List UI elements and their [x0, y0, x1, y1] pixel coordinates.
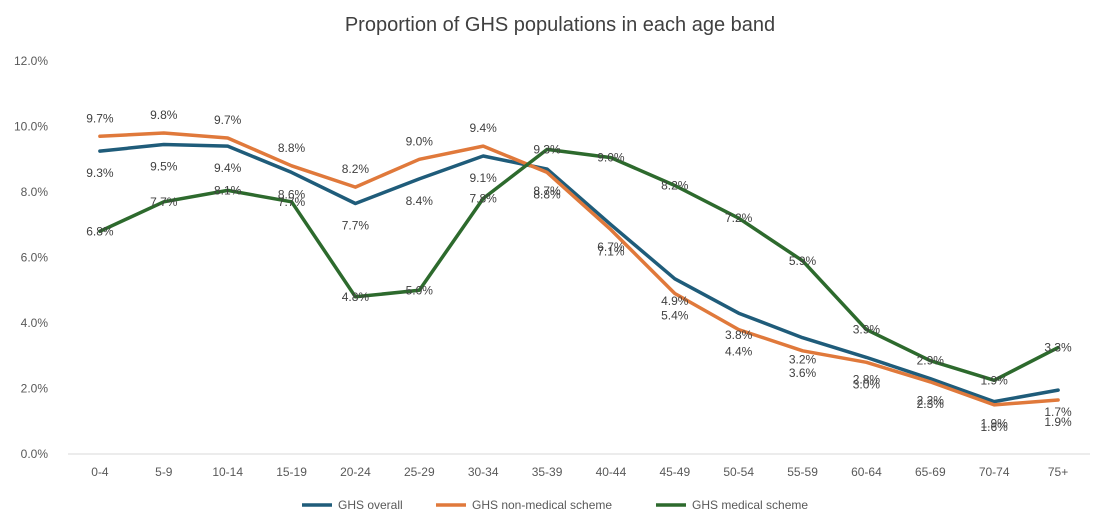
x-tick-label: 70-74 [979, 465, 1010, 479]
series-line-3 [98, 147, 1060, 383]
x-tick-label: 60-64 [851, 465, 882, 479]
data-label: 8.6% [278, 187, 306, 201]
data-label: 2.9% [917, 354, 945, 368]
data-label: 1.7% [1044, 405, 1072, 419]
data-label: 7.7% [150, 195, 178, 209]
data-label: 8.4% [406, 194, 434, 208]
x-tick-label: 50-54 [723, 465, 754, 479]
data-label: 2.8% [853, 372, 881, 386]
data-label: 7.8% [470, 192, 498, 206]
data-label: 4.8% [342, 290, 370, 304]
legend: GHS overall GHS non-medical scheme GHS med… [302, 498, 808, 512]
y-tick-label: 10.0% [14, 120, 48, 134]
x-tick-label: 30-34 [468, 465, 499, 479]
y-tick-label: 0.0% [21, 447, 49, 461]
data-label: 1.6% [981, 420, 1009, 434]
data-label: 9.4% [470, 121, 498, 135]
data-label: 8.1% [214, 183, 242, 197]
data-label: 9.5% [150, 160, 178, 174]
x-tick-label: 15-19 [276, 465, 307, 479]
x-tick-label: 40-44 [596, 465, 627, 479]
legend-label: GHS medical scheme [692, 498, 808, 512]
x-tick-label: 65-69 [915, 465, 946, 479]
data-label: 6.8% [86, 224, 114, 238]
data-label: 9.3% [533, 142, 561, 156]
data-label: 3.8% [725, 328, 753, 342]
data-label: 7.7% [278, 195, 306, 209]
x-axis-ticks: 0-4 5-9 10-14 15-19 20-24 25-29 30-34 35-39 40-4… [91, 465, 1068, 479]
data-label: 2.2% [917, 394, 945, 408]
data-label: 3.6% [789, 366, 817, 380]
y-tick-label: 8.0% [21, 185, 49, 199]
data-label: 5.4% [661, 309, 689, 323]
data-label: 3.3% [1044, 341, 1072, 355]
series-line-2 [98, 131, 1060, 407]
x-tick-label: 0-4 [91, 465, 109, 479]
data-label: 9.7% [86, 111, 114, 125]
data-label: 9.3% [86, 166, 114, 180]
data-label: 8.8% [533, 187, 561, 201]
data-labels: 9.3% 9.5% 9.4%8.6%7.7%8.4%9.1%8.7%6.7%4.9%… [86, 108, 1072, 434]
data-label: 8.2% [661, 178, 689, 192]
y-tick-label: 4.0% [21, 316, 49, 330]
x-tick-label: 45-49 [659, 465, 690, 479]
data-label: 4.9% [661, 294, 689, 308]
data-label: 1.9% [981, 417, 1009, 431]
data-label: 2.3% [917, 397, 945, 411]
legend-label: GHS overall [338, 498, 403, 512]
series-lines [98, 131, 1060, 407]
data-label: 7.1% [597, 245, 625, 259]
y-tick-label: 2.0% [21, 382, 49, 396]
data-label: 5.0% [406, 283, 434, 297]
x-tick-label: 75+ [1048, 465, 1068, 479]
legend-label: GHS non-medical scheme [472, 498, 612, 512]
data-label: 6.7% [597, 240, 625, 254]
y-tick-label: 6.0% [21, 251, 49, 265]
data-label: 9.1% [470, 171, 498, 185]
data-label: 1.9% [981, 373, 1009, 387]
data-label: 5.9% [789, 254, 817, 268]
data-label: 7.7% [342, 218, 370, 232]
data-label: 9.7% [214, 113, 242, 127]
x-tick-label: 10-14 [212, 465, 243, 479]
data-label: 7.2% [725, 211, 753, 225]
x-tick-label: 25-29 [404, 465, 435, 479]
data-label: 8.2% [342, 162, 370, 176]
data-label: 1.9% [1044, 415, 1072, 429]
data-label: 9.0% [406, 134, 434, 148]
data-label: 3.0% [853, 377, 881, 391]
x-tick-label: 5-9 [155, 465, 173, 479]
data-label: 8.8% [278, 141, 306, 155]
data-label: 3.2% [789, 353, 817, 367]
data-label: 8.7% [533, 184, 561, 198]
data-label: 9.4% [214, 161, 242, 175]
y-tick-label: 12.0% [14, 54, 48, 68]
data-label: 3.9% [853, 323, 881, 337]
series-line-1 [98, 142, 1060, 404]
y-axis-ticks: 0.0% 2.0% 4.0% 6.0% 8.0% 10.0% 12.0% [14, 54, 48, 461]
data-label: 4.4% [725, 345, 753, 359]
chart-title: Proportion of GHS populations in each ag… [344, 14, 776, 36]
data-label: 9.0% [597, 151, 625, 165]
x-tick-label: 20-24 [340, 465, 371, 479]
x-tick-label: 55-59 [787, 465, 818, 479]
x-tick-label: 35-39 [532, 465, 563, 479]
data-label: 9.8% [150, 108, 178, 122]
